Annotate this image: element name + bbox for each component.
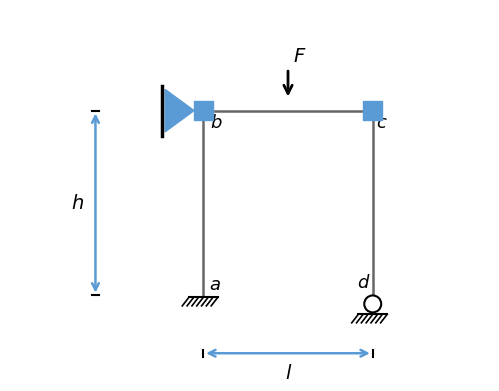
Polygon shape: [165, 90, 194, 132]
Text: a: a: [209, 276, 220, 294]
Text: h: h: [71, 194, 84, 213]
Text: F: F: [294, 47, 305, 66]
Text: l: l: [285, 364, 291, 383]
Text: c: c: [377, 114, 386, 132]
Bar: [363, 101, 382, 120]
Text: b: b: [210, 114, 222, 132]
Bar: [194, 101, 213, 120]
Text: d: d: [357, 274, 369, 292]
Circle shape: [364, 296, 381, 312]
